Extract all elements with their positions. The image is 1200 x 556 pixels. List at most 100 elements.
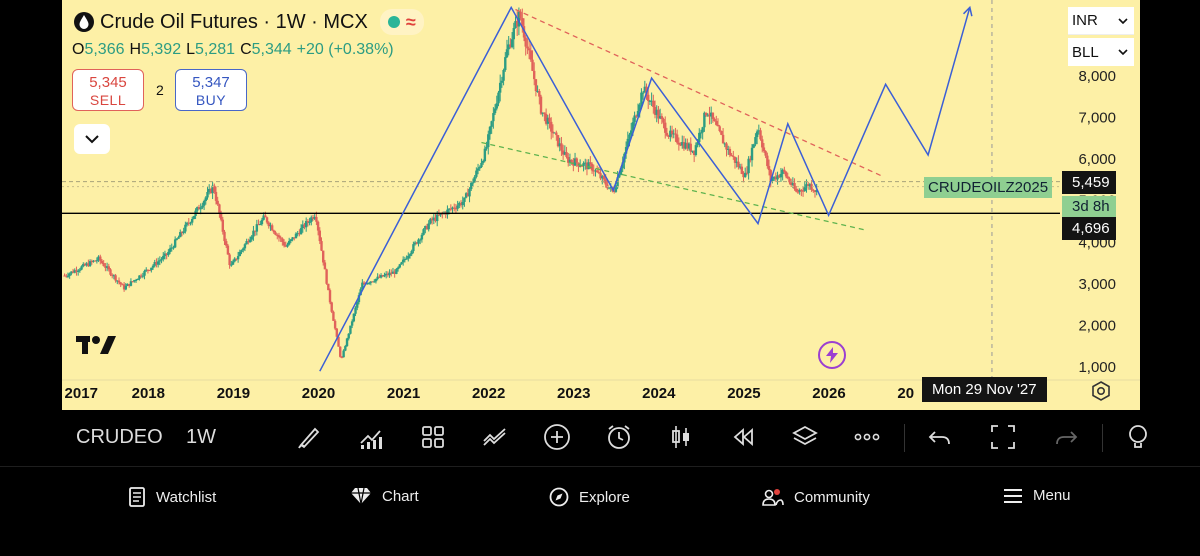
candle-body [173,239,177,248]
add-icon[interactable] [543,423,571,451]
candle-body [599,173,602,179]
candle-body [281,238,284,242]
candle-body [808,184,812,187]
fullscreen-icon[interactable] [989,423,1017,451]
candle-body [774,176,778,180]
candle-body [582,163,585,166]
candle-body [151,265,155,268]
candle-body [592,170,595,172]
brush-icon[interactable] [295,423,323,451]
candle-body [337,336,340,347]
lightning-icon[interactable] [818,341,846,369]
sell-button[interactable]: 5,345 SELL [72,69,144,111]
redo-icon[interactable] [1052,423,1080,451]
settings-icon[interactable] [1090,380,1112,402]
candle-body [369,281,373,283]
candle-body [551,131,555,134]
resistance-trendline [515,8,882,177]
candle-body [219,213,223,220]
layers-icon[interactable] [791,423,819,451]
candle-body [789,182,793,185]
unit-value: BLL [1072,43,1099,61]
candle-body [342,350,345,358]
toolbar-divider [904,424,905,452]
candle-body [228,254,231,265]
compare-icon[interactable] [481,423,509,451]
nav-menu[interactable]: Menu [1003,487,1071,504]
toolbar-interval[interactable]: 1W [186,426,216,448]
candle-body [664,122,667,133]
close-value: 5,344 [251,41,292,58]
undo-icon[interactable] [926,423,954,451]
buy-button[interactable]: 5,347 BUY [175,69,247,111]
candle-body [190,219,194,223]
templates-icon[interactable] [419,423,447,451]
candle-body [771,178,774,182]
candle-body [638,104,641,112]
candle-body [80,266,83,270]
candle-body [657,109,660,119]
candle-body [102,263,105,267]
time-tick-label: 2019 [217,385,250,402]
candle-body [812,189,815,191]
candle-body [510,39,514,48]
candle-body [162,255,165,260]
candle-body [757,130,761,132]
community-icon [762,489,784,506]
unit-select[interactable]: BLL [1068,38,1134,66]
nav-watchlist[interactable]: Watchlist [128,487,216,507]
candle-body [328,290,332,303]
candle-body [76,270,80,272]
candle-body [158,260,162,262]
replay-icon[interactable] [729,423,757,451]
price-chart[interactable]: 1,0002,0003,0004,0005,0006,0007,0008,000… [62,0,1140,410]
candle-body [93,260,97,262]
high-value: 5,392 [141,41,182,58]
nav-explore[interactable]: Explore [549,487,630,507]
candle-body [284,245,287,247]
candle-body [451,207,454,209]
candle-body [75,270,78,272]
nav-community[interactable]: Community [762,487,870,507]
candle-body [437,214,441,216]
candle-body [544,113,548,124]
candle-body [124,286,128,290]
candle-body [648,100,652,102]
candle-body [209,189,213,194]
candle-body [400,262,403,265]
candle-body [803,187,806,191]
candle-body [388,272,391,276]
candle-body [322,250,325,263]
lightbulb-icon[interactable] [1122,423,1150,451]
candle-body [658,116,662,119]
market-status-pill[interactable]: ≈ [379,9,424,35]
candle-body [761,139,764,148]
candle-body [493,108,497,114]
chart-title-row[interactable]: Crude Oil Futures · 1W · MCX ≈ [74,8,424,36]
nav-chart[interactable]: Chart [350,487,419,505]
chart-area[interactable]: 1,0002,0003,0004,0005,0006,0007,0008,000… [62,0,1140,410]
more-icon[interactable] [853,423,881,451]
currency-select[interactable]: INR [1068,7,1134,35]
candle-body [730,155,733,157]
candle-body [362,282,366,284]
indicators-icon[interactable] [357,423,385,451]
candle-body [88,261,92,267]
candle-body [148,270,151,272]
candle-body [679,144,682,146]
candle-body [784,171,788,177]
candle-body [272,230,276,233]
toolbar-symbol[interactable]: CRUDEO [76,426,163,448]
wave-arrow-head [962,5,973,17]
candle-body [301,224,304,229]
candle-body [686,142,689,149]
candle-body [481,160,485,163]
alert-clock-icon[interactable] [605,423,633,451]
candle-body [403,259,407,261]
candle-body [379,275,383,278]
candle-type-icon[interactable] [667,423,695,451]
candle-body [778,175,781,178]
low-label: L [186,41,196,58]
collapse-legend-button[interactable] [74,124,110,154]
candle-body [529,50,533,60]
